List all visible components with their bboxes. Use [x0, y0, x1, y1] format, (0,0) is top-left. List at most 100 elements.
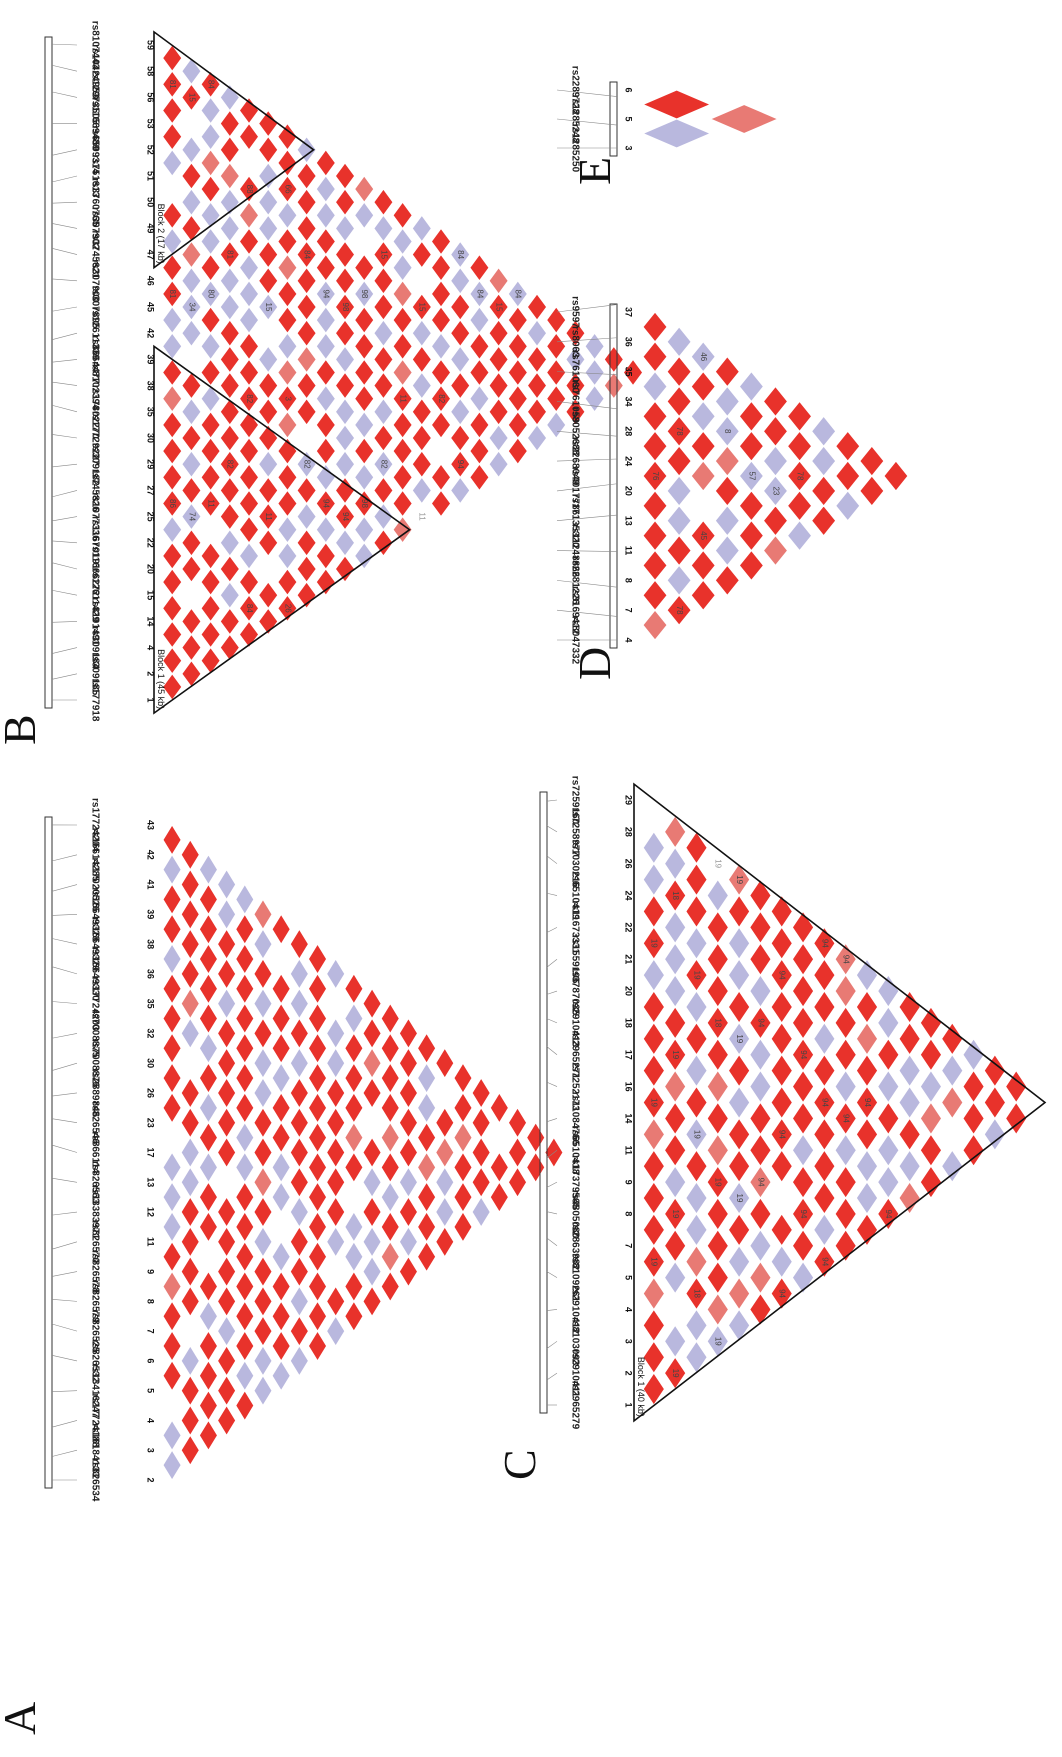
ld-cell	[507, 410, 529, 439]
snp-connector	[51, 516, 78, 522]
ld-cell	[469, 253, 490, 282]
snp-connector	[546, 1181, 558, 1188]
ld-cell	[709, 103, 780, 135]
ld-cell	[258, 109, 279, 138]
ld-cell	[219, 162, 241, 190]
ld-cell	[162, 883, 182, 916]
ld-cell	[898, 990, 921, 1024]
ld-cell	[200, 568, 221, 597]
ld-cell	[354, 175, 375, 204]
ld-cell	[898, 1181, 921, 1215]
snp-label: rs826578	[89, 1250, 100, 1293]
ld-cell	[181, 135, 202, 164]
ld-cell	[238, 568, 260, 597]
ld-cell	[546, 410, 567, 439]
ld-cell	[354, 306, 375, 335]
ld-cell	[488, 345, 509, 374]
ld-cell	[642, 1372, 666, 1406]
ld-value: 94	[341, 512, 350, 521]
ld-cell	[258, 450, 279, 479]
snp-label: rs307900	[89, 259, 100, 302]
ld-cell	[258, 319, 279, 348]
ld-cell	[354, 463, 375, 492]
ld-cell	[714, 385, 740, 418]
ld-cell	[392, 306, 413, 335]
ld-cell	[919, 1165, 943, 1199]
ld-cell	[471, 1166, 491, 1199]
ld-cell	[469, 384, 490, 413]
ld-cell	[727, 958, 751, 992]
ld-cell	[398, 1166, 419, 1199]
ld-value: 94	[842, 1114, 851, 1123]
ld-cell	[706, 1133, 730, 1168]
snp-index: 8	[624, 578, 634, 583]
ld-cell	[289, 1285, 310, 1318]
snp-index: 2	[146, 671, 156, 676]
snp-label: rs761060	[569, 350, 580, 393]
ld-cell	[180, 1196, 200, 1228]
ld-cell	[727, 1181, 751, 1215]
snp-index: 35	[624, 367, 634, 377]
ld-cell	[706, 1292, 730, 1327]
snp-index: 24	[624, 456, 634, 466]
ld-cell	[810, 475, 837, 507]
ld-cell	[749, 1006, 772, 1040]
ld-cell	[277, 201, 298, 230]
ld-cell	[238, 253, 260, 282]
snp-connector	[546, 825, 558, 833]
ld-cell	[216, 987, 237, 1020]
snp-label: rs3745621	[89, 230, 100, 279]
ld-cell	[277, 515, 298, 544]
snp-connector	[51, 1118, 78, 1124]
ld-cell	[642, 1117, 666, 1152]
snp-label: rs8103093	[569, 1317, 580, 1366]
ld-cell	[253, 1285, 273, 1318]
snp-index: 38	[146, 939, 156, 949]
ld-cell	[253, 1077, 273, 1109]
ld-cell	[526, 424, 548, 452]
ld-cell	[200, 306, 221, 335]
ld-cell	[1004, 1069, 1028, 1104]
snp-label: rs826532	[89, 1339, 100, 1382]
ld-cell	[791, 1069, 815, 1104]
snp-index: 22	[624, 922, 634, 932]
ld-cell	[642, 894, 666, 929]
snp-label: rs13383971	[89, 1185, 100, 1239]
ld-cell	[258, 555, 279, 583]
ld-cell	[219, 371, 241, 400]
ld-cell	[430, 410, 452, 439]
ld-cell	[307, 1091, 328, 1124]
snp-index: 11	[624, 546, 634, 556]
snp-label: rs7008875	[89, 1009, 100, 1058]
snp-connector	[546, 1341, 558, 1349]
ld-cell	[663, 1324, 687, 1359]
ld-cell	[642, 400, 668, 433]
ld-cell	[354, 437, 375, 466]
ld-cell	[235, 1211, 255, 1243]
ld-cell	[271, 1062, 291, 1094]
ld-cell	[749, 1228, 772, 1263]
ld-cell	[507, 279, 529, 308]
ld-cell	[238, 96, 260, 125]
ld-cell	[362, 1136, 382, 1169]
ld-value: 19	[714, 1337, 723, 1346]
ld-value: 84	[303, 250, 312, 259]
ld-cell	[307, 972, 328, 1005]
ld-value: 19	[714, 1178, 723, 1187]
ld-cell	[344, 1181, 364, 1214]
snp-index: 28	[624, 426, 634, 436]
snp-connector	[556, 483, 618, 492]
ld-cell	[642, 799, 666, 833]
ld-cell	[162, 1300, 182, 1333]
ld-value: 34	[187, 303, 196, 312]
ld-cell	[289, 1077, 310, 1109]
ld-cell	[277, 463, 298, 492]
panel-b: Brs177918 1 rs309185 2 rs309184 4 rs8101491 14 r…	[0, 21, 644, 745]
ld-value: 98	[360, 289, 369, 298]
snp-label: rs309182	[89, 443, 100, 486]
ld-cell	[271, 1091, 291, 1124]
snp-connector	[51, 1354, 78, 1362]
ld-cell	[834, 1228, 857, 1263]
ld-cell	[326, 958, 346, 990]
ld-cell	[453, 1211, 473, 1243]
